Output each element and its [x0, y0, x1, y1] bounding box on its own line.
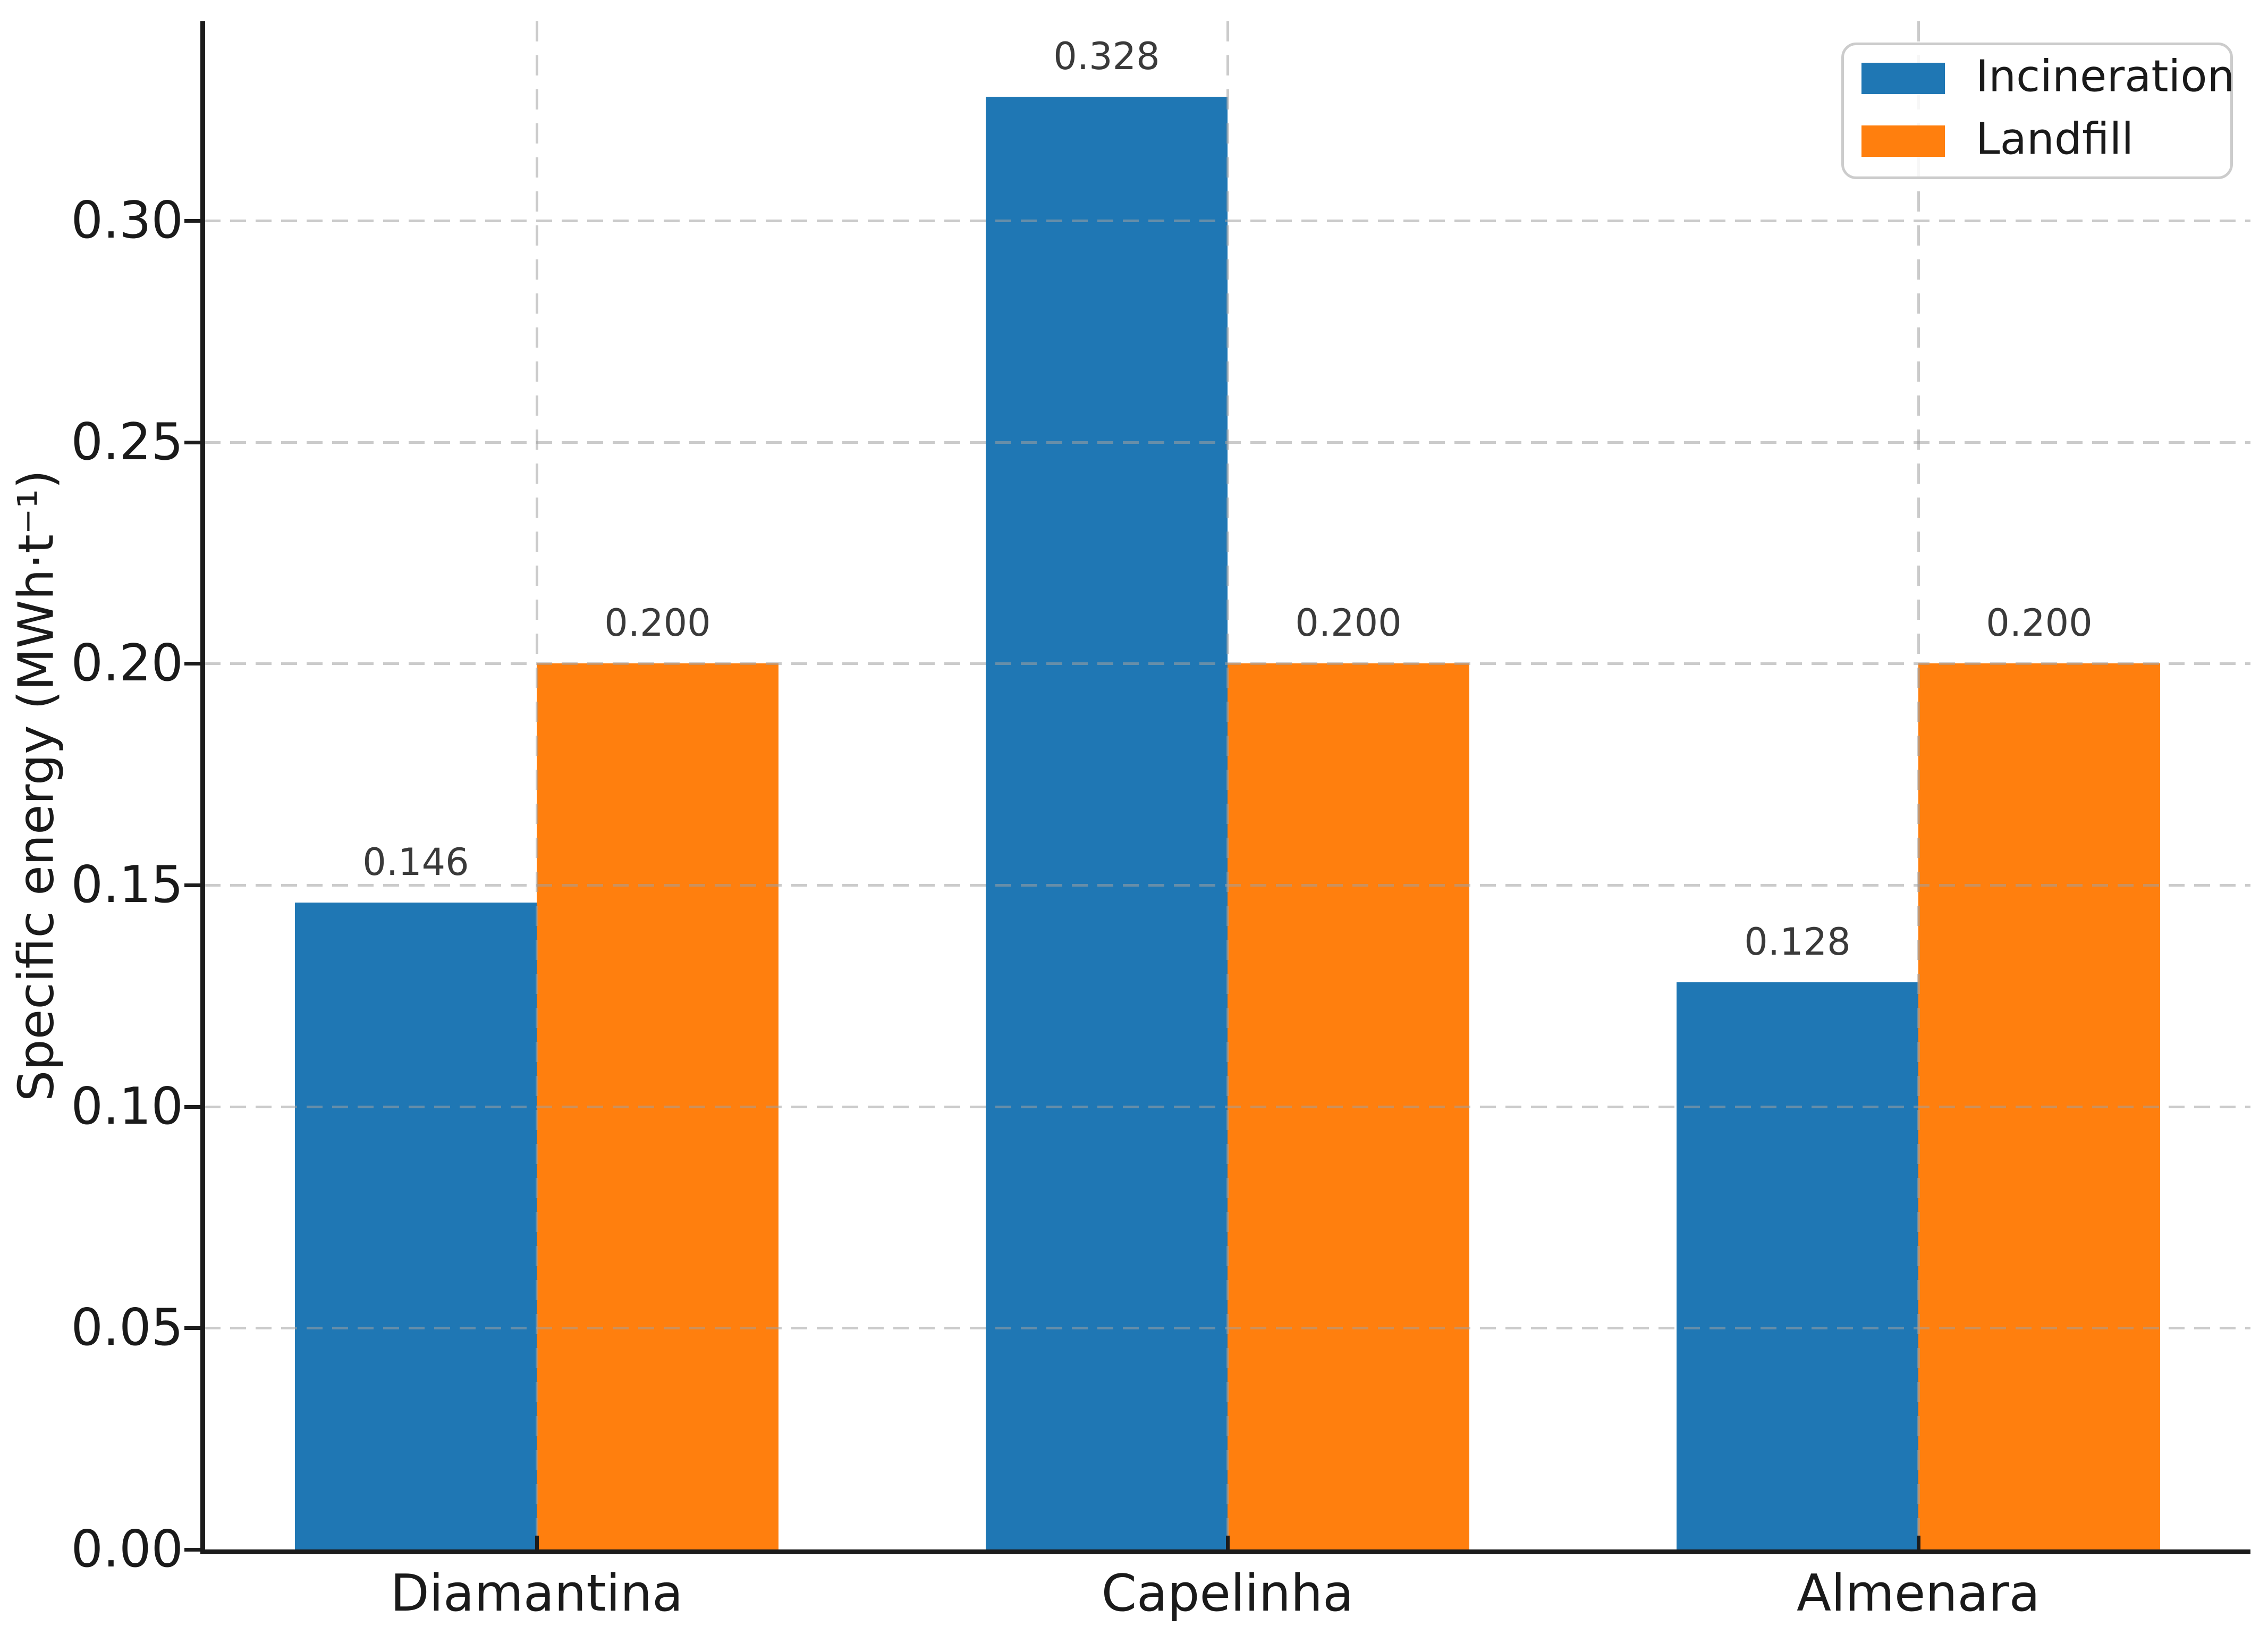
- x-axis-spine: [200, 1549, 2250, 1554]
- y-tick-mark: [184, 219, 205, 223]
- x-tick-label-capelinha: Capelinha: [1101, 1564, 1354, 1623]
- bar-incineration-almenara: [1677, 982, 1918, 1549]
- bar-value-label: 0.200: [1986, 601, 2093, 645]
- x-tick-mark: [1226, 1536, 1230, 1549]
- x-tick-mark: [1917, 1536, 1920, 1549]
- bar-value-label: 0.200: [1295, 601, 1402, 645]
- legend-label-incineration: Incineration: [1976, 51, 2235, 102]
- landfill-swatch-icon: [1861, 125, 1945, 157]
- x-tick-label-almenara: Almenara: [1796, 1564, 2041, 1623]
- y-axis-spine: [200, 21, 205, 1554]
- v-gridline: [1917, 21, 1920, 1549]
- bar-value-label: 0.200: [604, 601, 711, 645]
- v-gridline: [536, 21, 538, 1549]
- incineration-swatch-icon: [1861, 63, 1945, 94]
- x-tick-label-diamantina: Diamantina: [390, 1564, 683, 1623]
- legend: Incineration Landfill: [1841, 43, 2235, 179]
- y-tick-mark: [184, 440, 205, 444]
- y-tick-label: 0.05: [71, 1299, 183, 1358]
- y-tick-label: 0.30: [71, 191, 183, 250]
- bar-value-label: 0.146: [362, 840, 469, 884]
- y-axis-label: Specific energy (MWh·t⁻¹): [7, 469, 65, 1102]
- bar-value-label: 0.128: [1744, 920, 1851, 964]
- y-tick-label: 0.15: [71, 856, 183, 914]
- y-tick-mark: [184, 1326, 205, 1330]
- y-tick-mark: [184, 662, 205, 666]
- y-tick-label: 0.25: [71, 412, 183, 471]
- bar-incineration-diamantina: [295, 903, 537, 1549]
- y-tick-mark: [184, 883, 205, 887]
- y-tick-label: 0.20: [71, 634, 183, 693]
- bar-value-label: 0.328: [1053, 34, 1160, 78]
- x-tick-mark: [535, 1536, 539, 1549]
- legend-label-landfill: Landfill: [1976, 114, 2134, 165]
- y-tick-mark: [184, 1548, 205, 1552]
- y-tick-label: 0.00: [71, 1520, 183, 1579]
- bar-incineration-capelinha: [986, 96, 1228, 1549]
- y-tick-label: 0.10: [71, 1077, 183, 1136]
- v-gridline: [1226, 21, 1229, 1549]
- y-tick-mark: [184, 1105, 205, 1109]
